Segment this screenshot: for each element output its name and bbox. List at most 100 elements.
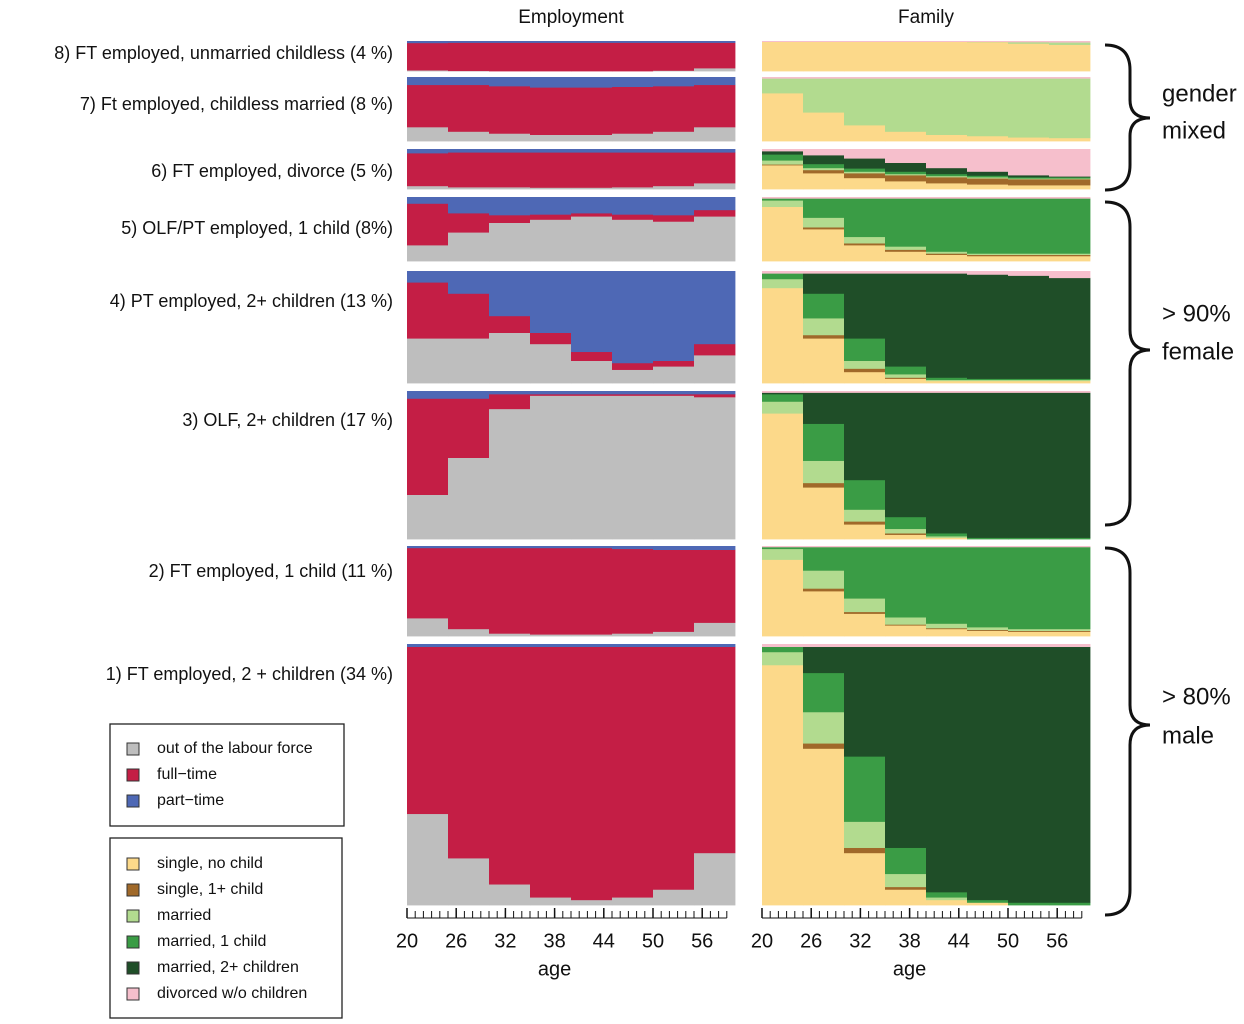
state-cell bbox=[653, 393, 695, 396]
state-cell bbox=[407, 185, 449, 190]
legend-label: out of the labour force bbox=[157, 740, 313, 757]
legend-swatch bbox=[126, 857, 140, 871]
state-cell bbox=[885, 533, 927, 535]
state-cell bbox=[1008, 78, 1050, 138]
state-cell bbox=[762, 392, 804, 395]
state-cell bbox=[803, 163, 845, 169]
legend-swatch bbox=[126, 883, 140, 897]
state-cell bbox=[967, 644, 1009, 648]
state-cell bbox=[803, 112, 845, 142]
state-cell bbox=[530, 42, 572, 72]
state-cell bbox=[967, 175, 1009, 178]
state-cell bbox=[489, 393, 531, 410]
state-cell bbox=[803, 672, 845, 713]
state-cell bbox=[1008, 380, 1050, 384]
state-cell bbox=[448, 149, 490, 153]
state-cell bbox=[885, 162, 927, 172]
state-cell bbox=[653, 646, 695, 890]
state-cell bbox=[803, 487, 845, 540]
state-cell bbox=[844, 158, 886, 169]
state-cell bbox=[844, 852, 886, 906]
state-cell bbox=[926, 41, 968, 42]
state-cell bbox=[407, 546, 449, 549]
state-cell bbox=[1008, 271, 1050, 276]
state-cell bbox=[844, 360, 886, 369]
state-cell bbox=[448, 338, 490, 384]
state-cell bbox=[489, 42, 531, 72]
state-cell bbox=[885, 149, 927, 163]
state-cell bbox=[612, 393, 654, 396]
state-cell bbox=[844, 368, 886, 373]
state-cell bbox=[489, 391, 531, 395]
state-cell bbox=[762, 546, 804, 548]
brace bbox=[1104, 200, 1151, 527]
state-cell bbox=[1008, 253, 1050, 255]
state-cell bbox=[530, 219, 572, 262]
state-cell bbox=[885, 516, 927, 530]
state-cell bbox=[489, 884, 531, 906]
state-cell bbox=[967, 546, 1009, 548]
legend-label: part−time bbox=[157, 792, 224, 809]
state-cell bbox=[489, 644, 531, 648]
state-cell bbox=[885, 889, 927, 906]
state-cell bbox=[762, 41, 804, 72]
state-cell bbox=[489, 271, 531, 317]
state-cell bbox=[803, 743, 845, 749]
state-cell bbox=[653, 221, 695, 262]
state-cell bbox=[694, 42, 736, 69]
state-cell bbox=[407, 338, 449, 384]
state-cell bbox=[448, 391, 490, 399]
x-tick-label: 44 bbox=[948, 930, 970, 952]
state-cell bbox=[612, 633, 654, 637]
state-cell bbox=[926, 628, 968, 637]
state-cell bbox=[1049, 177, 1091, 179]
state-cell bbox=[1049, 391, 1091, 393]
state-cell bbox=[885, 78, 927, 132]
state-cell bbox=[762, 160, 804, 165]
state-cell bbox=[762, 164, 804, 166]
state-cell bbox=[803, 273, 845, 294]
state-cell bbox=[489, 187, 531, 190]
state-cell bbox=[1049, 271, 1091, 279]
state-cell bbox=[612, 644, 654, 648]
state-cell bbox=[885, 374, 927, 378]
state-cell bbox=[694, 84, 736, 128]
state-cell bbox=[803, 293, 845, 319]
legend-swatch bbox=[126, 794, 140, 808]
x-tick-label: 32 bbox=[494, 930, 516, 952]
state-cell bbox=[967, 392, 1009, 538]
state-cell bbox=[967, 537, 1009, 540]
state-cell bbox=[762, 273, 804, 280]
state-cell bbox=[489, 408, 531, 540]
state-cell bbox=[803, 198, 845, 218]
state-cell bbox=[803, 149, 845, 156]
state-cell bbox=[612, 271, 654, 364]
state-cell bbox=[844, 125, 886, 142]
state-cell bbox=[612, 219, 654, 262]
state-cell bbox=[926, 627, 968, 630]
state-cell bbox=[885, 392, 927, 518]
state-cell bbox=[612, 197, 654, 215]
state-cell bbox=[1049, 277, 1091, 379]
state-cell bbox=[967, 380, 1009, 384]
state-cell bbox=[571, 360, 613, 384]
state-cell bbox=[1049, 41, 1091, 43]
state-cell bbox=[530, 214, 572, 220]
state-cell bbox=[885, 181, 927, 190]
state-cell bbox=[489, 152, 531, 188]
state-cell bbox=[926, 546, 968, 548]
state-cell bbox=[762, 559, 804, 637]
state-cell bbox=[926, 379, 968, 382]
state-cell bbox=[844, 245, 886, 262]
state-cell bbox=[489, 315, 531, 333]
state-cell bbox=[926, 392, 968, 534]
state-cell bbox=[844, 173, 886, 179]
state-cell bbox=[612, 369, 654, 384]
state-cell bbox=[844, 273, 886, 339]
annotation: gender bbox=[1162, 80, 1237, 107]
state-cell bbox=[803, 173, 845, 190]
state-cell bbox=[489, 332, 531, 384]
x-tick-label: 56 bbox=[1046, 930, 1068, 952]
state-cell bbox=[612, 548, 654, 634]
state-cell bbox=[762, 77, 804, 79]
